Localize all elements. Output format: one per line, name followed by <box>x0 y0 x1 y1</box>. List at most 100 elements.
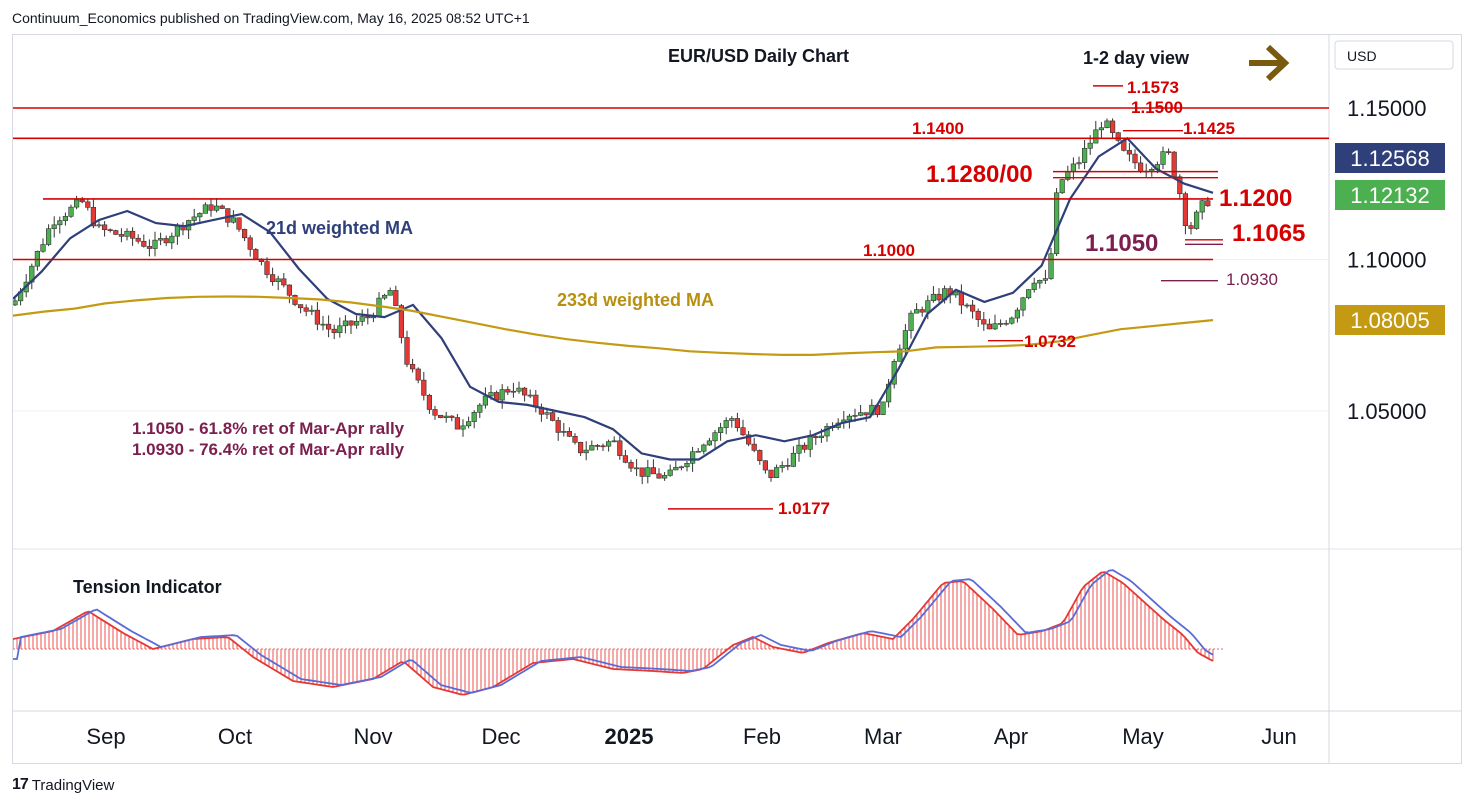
candle <box>628 459 634 473</box>
candle-body <box>981 319 987 325</box>
candle <box>779 461 785 473</box>
candle <box>124 228 130 241</box>
candle-body <box>342 320 349 327</box>
candle-body <box>449 415 455 418</box>
candle-body <box>353 321 360 326</box>
level-label-1.1280: 1.1280/00 <box>926 161 1033 188</box>
candle-body <box>650 467 656 475</box>
candle-body <box>712 432 718 442</box>
candle-body <box>723 420 729 428</box>
candle-body <box>1182 193 1188 226</box>
candle <box>555 417 561 441</box>
candle-body <box>1177 176 1183 195</box>
candle-body <box>796 444 802 454</box>
candle-body <box>208 204 214 211</box>
candle <box>465 416 472 429</box>
candle <box>857 404 864 417</box>
candle <box>796 437 802 462</box>
labels: EUR/USD Daily Chart 1-2 day view1.15731.1… <box>73 44 1305 597</box>
candle <box>561 422 567 437</box>
candle-body <box>919 309 925 313</box>
candle-body <box>908 312 914 331</box>
candle <box>202 202 209 214</box>
candle <box>499 384 505 409</box>
candle <box>605 439 612 452</box>
candle-body <box>779 465 785 468</box>
candle <box>370 312 377 323</box>
candle <box>169 232 175 250</box>
candle-body <box>801 444 808 450</box>
brand-name: TradingView <box>31 776 115 794</box>
candle-body <box>1199 200 1205 213</box>
currency-label: USD <box>1347 48 1377 64</box>
candle <box>645 459 651 484</box>
chart-svg[interactable]: EUR/USD Daily Chart 1-2 day view1.15731.1… <box>12 35 1461 763</box>
candle <box>745 431 752 447</box>
candle-body <box>488 392 494 397</box>
candle-body <box>729 418 735 421</box>
candle <box>656 468 662 479</box>
candle <box>236 217 242 232</box>
x-tick-label: 2025 <box>605 724 654 749</box>
candle <box>269 267 276 286</box>
candle-body <box>745 434 752 445</box>
level-label-1.1065: 1.1065 <box>1232 220 1305 247</box>
candle-body <box>381 294 388 299</box>
candle-body <box>337 325 343 334</box>
candle-body <box>1093 129 1099 144</box>
candle <box>146 239 153 257</box>
candle <box>152 231 158 257</box>
indicator-slow-line <box>13 569 1214 694</box>
candle <box>79 196 85 204</box>
candle <box>936 288 942 303</box>
candle-body <box>751 443 757 451</box>
candle <box>219 204 225 209</box>
candle <box>449 415 455 422</box>
candle <box>342 315 349 334</box>
candle-body <box>1042 278 1048 281</box>
level-label-1.1500: 1.1500 <box>1131 98 1183 117</box>
candle <box>426 393 433 414</box>
candle-body <box>247 237 253 250</box>
candle <box>706 437 712 446</box>
right-arrow-icon <box>1249 44 1290 82</box>
candle-body <box>762 460 768 471</box>
candle-body <box>544 412 550 415</box>
candle <box>678 465 684 471</box>
candle-body <box>1132 153 1138 164</box>
x-tick-label: Nov <box>353 724 392 749</box>
candle-body <box>964 304 970 307</box>
candle <box>421 371 427 401</box>
candle-body <box>818 435 824 439</box>
price-badge <box>1335 305 1445 335</box>
price-badge <box>1335 143 1445 173</box>
candle-body <box>790 452 796 467</box>
candle <box>303 304 309 317</box>
candle <box>432 405 438 420</box>
candle <box>1020 296 1026 317</box>
candle <box>40 238 46 253</box>
chart-title: EUR/USD Daily Chart <box>668 46 849 66</box>
candle <box>762 460 768 474</box>
candle-body <box>757 450 763 461</box>
candle-body <box>1082 147 1088 163</box>
y-tick-label: 1.10000 <box>1347 248 1427 273</box>
candle-body <box>656 473 662 479</box>
candle <box>118 228 124 243</box>
candle <box>589 440 595 451</box>
candle <box>1082 140 1088 170</box>
candle-body <box>297 304 304 309</box>
candle-body <box>768 469 774 478</box>
candle <box>997 319 1004 328</box>
candle-body <box>73 199 80 208</box>
candle-body <box>264 261 270 275</box>
candle-body <box>1110 120 1116 133</box>
candle-body <box>325 323 332 330</box>
indicator-title: Tension Indicator <box>73 577 222 597</box>
candle-body <box>589 445 595 451</box>
candle <box>1177 174 1183 200</box>
candle-body <box>600 445 606 448</box>
candle-body <box>1014 309 1020 319</box>
candle <box>1093 120 1099 144</box>
candle <box>404 330 410 368</box>
